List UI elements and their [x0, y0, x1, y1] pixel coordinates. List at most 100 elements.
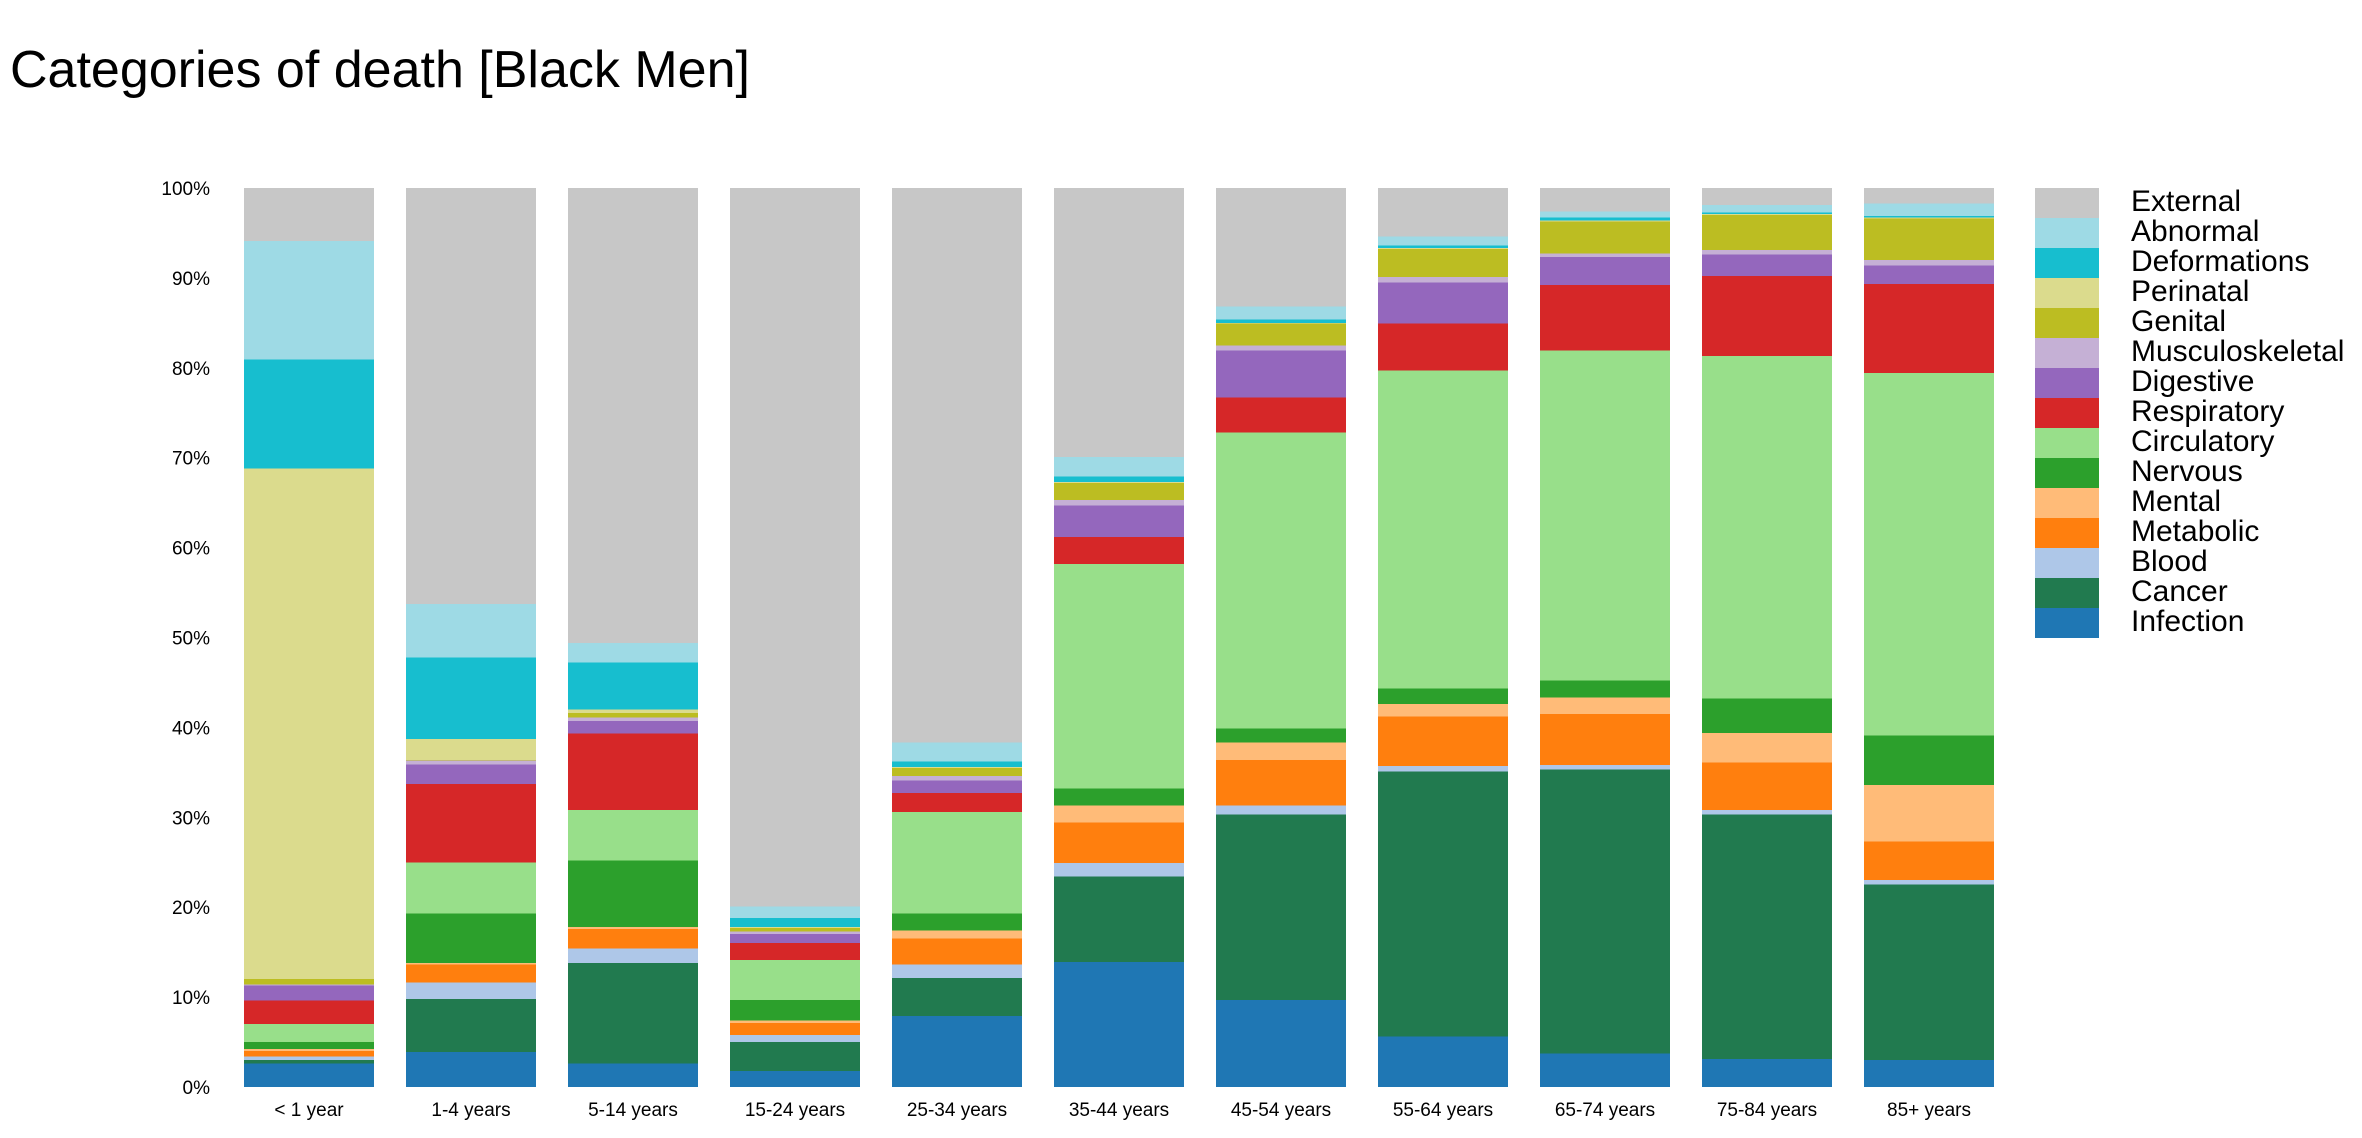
bar-15-24-years-circulatory — [730, 960, 860, 1000]
bar-25-34-years-respiratory — [892, 793, 1022, 812]
y-tick-label: 80% — [172, 359, 210, 380]
bar-55-64-years-external — [1378, 188, 1508, 237]
bar-35-44-years-metabolic — [1054, 822, 1184, 864]
y-tick-label: 20% — [172, 898, 210, 919]
bar-5-14-years-perinatal — [568, 709, 698, 714]
legend-swatch-external — [2035, 188, 2099, 218]
bar-45-54-years-blood — [1216, 805, 1346, 815]
bar-85-years-abnormal — [1864, 203, 1994, 216]
legend-label-perinatal: Perinatal — [2131, 275, 2249, 308]
legend-label-cancer: Cancer — [2131, 575, 2228, 608]
bar-5-14-years-metabolic — [568, 928, 698, 949]
bar-55-64-years-abnormal — [1378, 236, 1508, 246]
bar-55-64-years-genital — [1378, 249, 1508, 278]
bar-55-64-years-blood — [1378, 766, 1508, 772]
bar-15-24-years-perinatal — [730, 926, 860, 928]
bar-85-years-digestive — [1864, 265, 1994, 285]
bar-75-84-years-digestive — [1702, 254, 1832, 277]
bar-1-4-years-circulatory — [406, 862, 536, 914]
bar-75-84-years-blood — [1702, 810, 1832, 815]
legend-swatch-abnormal — [2035, 218, 2099, 248]
legend-swatch-blood — [2035, 548, 2099, 578]
bar-15-24-years-respiratory — [730, 943, 860, 961]
legend-label-metabolic: Metabolic — [2131, 515, 2259, 548]
bar-5-14-years-deformations — [568, 662, 698, 710]
y-tick-label: 10% — [172, 988, 210, 1009]
bar-25-34-years-genital — [892, 767, 1022, 776]
bar-65-74-years-musculoskeletal — [1540, 253, 1670, 258]
legend-label-respiratory: Respiratory — [2131, 395, 2284, 428]
bar-85-years-deformations — [1864, 215, 1994, 218]
legend-label-deformations: Deformations — [2131, 245, 2309, 278]
x-tick-label: 85+ years — [1887, 1100, 1971, 1121]
bar-5-14-years-nervous — [568, 860, 698, 927]
bar-15-24-years-nervous — [730, 999, 860, 1021]
bar-55-64-years-circulatory — [1378, 370, 1508, 689]
bar-1-4-years-metabolic — [406, 964, 536, 983]
bar-25-34-years-infection — [892, 1015, 1022, 1087]
bar-45-54-years-circulatory — [1216, 432, 1346, 729]
y-tick-label: 60% — [172, 539, 210, 560]
bar-75-84-years-perinatal — [1702, 214, 1832, 215]
bar-75-84-years-musculoskeletal — [1702, 250, 1832, 255]
y-tick-label: 40% — [172, 718, 210, 739]
bar-55-64-years-respiratory — [1378, 323, 1508, 371]
bar-35-44-years-digestive — [1054, 505, 1184, 537]
bar-1-4-years-deformations — [406, 657, 536, 740]
chart-title: Categories of death [Black Men] — [10, 41, 750, 99]
bar-1-year-deformations — [244, 359, 374, 469]
bar-5-14-years-infection — [568, 1063, 698, 1087]
bar-5-14-years-genital — [568, 713, 698, 718]
bar-65-74-years-circulatory — [1540, 350, 1670, 681]
legend-swatch-musculoskeletal — [2035, 338, 2099, 368]
bar-15-24-years-external — [730, 188, 860, 907]
bar-55-64-years-musculoskeletal — [1378, 277, 1508, 283]
bar-1-year-mental — [244, 1049, 374, 1052]
bar-45-54-years-perinatal — [1216, 322, 1346, 324]
bar-5-14-years-musculoskeletal — [568, 717, 698, 722]
bar-35-44-years-musculoskeletal — [1054, 499, 1184, 506]
bar-25-34-years-deformations — [892, 761, 1022, 767]
bar-45-54-years-digestive — [1216, 350, 1346, 398]
bar-55-64-years-metabolic — [1378, 716, 1508, 767]
bar-1-year-musculoskeletal — [244, 984, 374, 986]
bar-15-24-years-infection — [730, 1070, 860, 1087]
bar-25-34-years-circulatory — [892, 811, 1022, 914]
x-tick-label: 55-64 years — [1393, 1100, 1493, 1121]
legend-label-circulatory: Circulatory — [2131, 425, 2274, 458]
bar-65-74-years-digestive — [1540, 257, 1670, 286]
bar-35-44-years-genital — [1054, 482, 1184, 500]
bar-5-14-years-circulatory — [568, 810, 698, 861]
bar-65-74-years-mental — [1540, 697, 1670, 714]
legend-label-digestive: Digestive — [2131, 365, 2254, 398]
bar-55-64-years-mental — [1378, 704, 1508, 717]
bar-85-years-circulatory — [1864, 373, 1994, 736]
bar-35-44-years-perinatal — [1054, 481, 1184, 483]
legend-label-abnormal: Abnormal — [2131, 215, 2259, 248]
bar-85-years-blood — [1864, 880, 1994, 885]
bar-65-74-years-blood — [1540, 765, 1670, 770]
bar-65-74-years-abnormal — [1540, 211, 1670, 218]
legend-swatch-circulatory — [2035, 428, 2099, 458]
bar-35-44-years-abnormal — [1054, 456, 1184, 477]
bar-35-44-years-respiratory — [1054, 536, 1184, 564]
y-tick-label: 50% — [172, 629, 210, 650]
bar-35-44-years-mental — [1054, 805, 1184, 823]
bar-75-84-years-deformations — [1702, 212, 1832, 215]
legend-label-musculoskeletal: Musculoskeletal — [2131, 335, 2344, 368]
bar-25-34-years-mental — [892, 930, 1022, 939]
bar-45-54-years-deformations — [1216, 319, 1346, 323]
bar-45-54-years-genital — [1216, 323, 1346, 346]
bar-15-24-years-deformations — [730, 917, 860, 927]
bar-85-years-respiratory — [1864, 284, 1994, 374]
bar-55-64-years-perinatal — [1378, 248, 1508, 250]
bar-5-14-years-cancer — [568, 962, 698, 1064]
bar-25-34-years-blood — [892, 964, 1022, 979]
bar-45-54-years-nervous — [1216, 728, 1346, 743]
bar-1-year-cancer — [244, 1060, 374, 1064]
bar-25-34-years-nervous — [892, 913, 1022, 931]
bar-1-4-years-external — [406, 188, 536, 605]
x-tick-label: 1-4 years — [431, 1100, 510, 1121]
bar-75-84-years-genital — [1702, 214, 1832, 251]
